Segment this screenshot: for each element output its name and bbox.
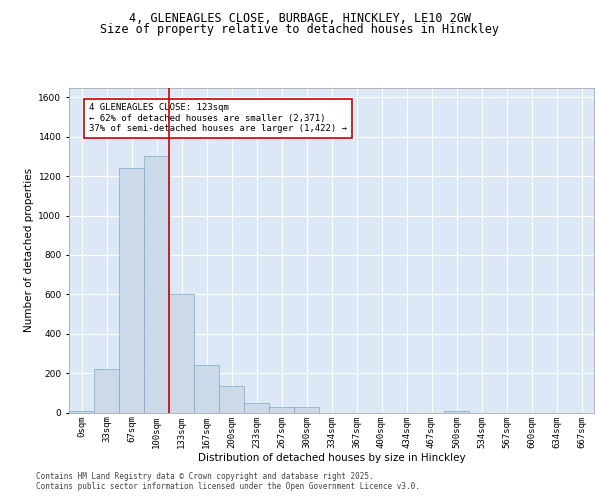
- Bar: [194, 365, 219, 412]
- Bar: [94, 369, 119, 412]
- Bar: [444, 410, 469, 412]
- Bar: [69, 410, 94, 412]
- Y-axis label: Number of detached properties: Number of detached properties: [24, 168, 34, 332]
- Bar: [169, 294, 194, 412]
- Text: Contains public sector information licensed under the Open Government Licence v3: Contains public sector information licen…: [36, 482, 420, 491]
- Bar: [219, 386, 244, 412]
- Bar: [294, 407, 319, 412]
- Bar: [244, 402, 269, 412]
- Bar: [119, 168, 144, 412]
- Text: 4 GLENEAGLES CLOSE: 123sqm
← 62% of detached houses are smaller (2,371)
37% of s: 4 GLENEAGLES CLOSE: 123sqm ← 62% of deta…: [89, 104, 347, 133]
- Text: 4, GLENEAGLES CLOSE, BURBAGE, HINCKLEY, LE10 2GW: 4, GLENEAGLES CLOSE, BURBAGE, HINCKLEY, …: [129, 12, 471, 26]
- Bar: [144, 156, 169, 412]
- Text: Contains HM Land Registry data © Crown copyright and database right 2025.: Contains HM Land Registry data © Crown c…: [36, 472, 374, 481]
- X-axis label: Distribution of detached houses by size in Hinckley: Distribution of detached houses by size …: [197, 453, 466, 463]
- Text: Size of property relative to detached houses in Hinckley: Size of property relative to detached ho…: [101, 22, 499, 36]
- Bar: [269, 406, 294, 412]
